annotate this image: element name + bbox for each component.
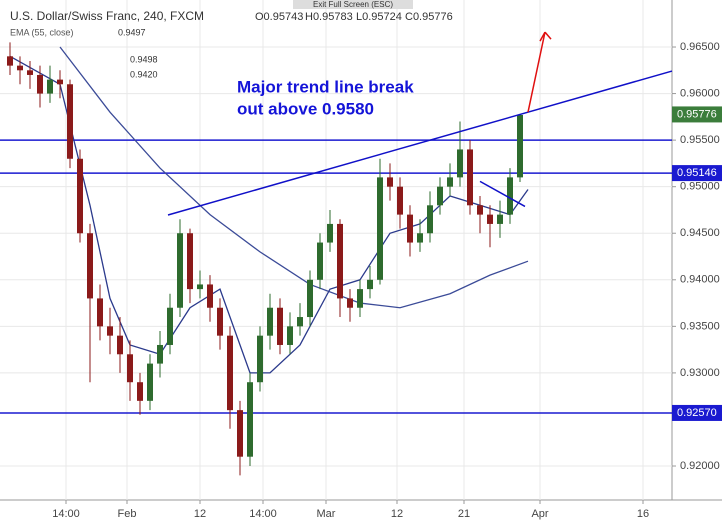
candle-body xyxy=(477,205,483,215)
candle-body xyxy=(297,317,303,327)
candle-body xyxy=(377,177,383,280)
candle-body xyxy=(187,233,193,290)
ohlc-high: H0.95783 xyxy=(305,11,353,23)
trend-line xyxy=(479,180,526,208)
candle-body xyxy=(367,279,373,290)
candle-body xyxy=(247,382,253,457)
indicator-name: EMA (55, close) xyxy=(10,27,74,37)
x-tick-label: 14:00 xyxy=(52,508,80,520)
y-tick-label: 0.94500 xyxy=(680,227,720,239)
candle-body xyxy=(427,205,433,234)
candle-body xyxy=(407,214,413,243)
candle-body xyxy=(37,74,43,94)
y-tick-label: 0.92000 xyxy=(680,460,720,472)
candle-body xyxy=(97,298,103,327)
annotation: Major trend line break xyxy=(237,77,414,96)
candle-body xyxy=(437,186,443,206)
candle-body xyxy=(347,298,353,308)
candle-body xyxy=(177,233,183,308)
candle-body xyxy=(217,307,223,336)
candle-body xyxy=(467,149,473,206)
price-label: 0.92570 xyxy=(677,407,717,419)
y-tick-label: 0.94000 xyxy=(680,274,720,286)
candle-body xyxy=(327,223,333,243)
candle-body xyxy=(497,214,503,224)
candle-body xyxy=(397,186,403,215)
x-tick-label: Mar xyxy=(317,508,336,520)
x-tick-label: Apr xyxy=(531,508,548,520)
price-label-box xyxy=(672,165,722,182)
candle-body xyxy=(457,149,463,178)
x-tick-label: 16 xyxy=(637,508,649,520)
candle-body xyxy=(47,79,53,94)
price-label-box xyxy=(672,404,722,421)
candle-body xyxy=(27,70,33,75)
candle-body xyxy=(67,84,73,159)
candle-body xyxy=(197,284,203,290)
candle-body xyxy=(117,335,123,355)
candle-body xyxy=(77,158,83,234)
arrow-head xyxy=(539,31,552,42)
candle-body xyxy=(237,410,243,457)
y-tick-label: 0.96500 xyxy=(680,41,720,53)
y-tick-label: 0.93000 xyxy=(680,367,720,379)
ohlc-close: C0.95776 xyxy=(405,11,453,23)
ohlc-low: L0.95724 xyxy=(356,11,402,23)
chart-title: U.S. Dollar/Swiss Franc, 240, FXCM xyxy=(10,9,204,23)
candle-body xyxy=(447,177,453,187)
indicator-value: 0.9420 xyxy=(130,69,158,79)
candle-body xyxy=(87,233,93,299)
annotation: out above 0.9580 xyxy=(237,99,374,118)
candle-body xyxy=(227,335,233,411)
y-tick-label: 0.96000 xyxy=(680,87,720,99)
x-tick-label: 12 xyxy=(391,508,403,520)
trend-line xyxy=(167,70,673,216)
candle-body xyxy=(257,335,263,383)
x-tick-label: 21 xyxy=(458,508,470,520)
marks: 0.92570 0.95146 0.95776 xyxy=(0,31,722,476)
candle-body xyxy=(147,363,153,401)
candle-body xyxy=(417,233,423,243)
indicator-value: 0.9497 xyxy=(118,27,146,37)
candle-body xyxy=(157,344,163,364)
x-tick-label: Feb xyxy=(118,508,137,520)
x-tick-label: 12 xyxy=(194,508,206,520)
candle-body xyxy=(317,242,323,280)
candle-body xyxy=(487,214,493,224)
candle-body xyxy=(207,284,213,308)
last-price-box xyxy=(672,106,722,123)
candle-body xyxy=(267,307,273,336)
candle-body xyxy=(277,307,283,345)
candle-body xyxy=(107,326,113,336)
candle-body xyxy=(517,114,523,178)
last-price-label: 0.95776 xyxy=(677,108,717,120)
candle-body xyxy=(167,307,173,345)
candle-body xyxy=(137,382,143,401)
candle-body xyxy=(387,177,393,187)
overlay-text: U.S. Dollar/Swiss Franc, 240, FXCM O0.95… xyxy=(10,0,453,118)
exit-fullscreen-button[interactable] xyxy=(293,0,413,9)
indicator-value: 0.9498 xyxy=(130,54,158,64)
candle-body xyxy=(307,279,313,318)
y-tick-label: 0.95000 xyxy=(680,181,720,193)
candle-body xyxy=(337,223,343,299)
candle-body xyxy=(57,79,63,85)
y-tick-label: 0.93500 xyxy=(680,320,720,332)
ohlc-open: O0.95743 xyxy=(255,11,303,23)
trend-line xyxy=(527,31,546,113)
candle-body xyxy=(357,289,363,308)
y-tick-label: 0.95500 xyxy=(680,134,720,146)
candle-body xyxy=(127,354,133,383)
x-tick-label: 14:00 xyxy=(249,508,277,520)
candle-body xyxy=(7,56,13,66)
candle-body xyxy=(17,65,23,71)
price-label: 0.95146 xyxy=(677,167,717,179)
candle-body xyxy=(287,326,293,345)
candle-body xyxy=(507,177,513,215)
exit-fullscreen-label[interactable]: Exit Full Screen (ESC) xyxy=(313,0,393,9)
